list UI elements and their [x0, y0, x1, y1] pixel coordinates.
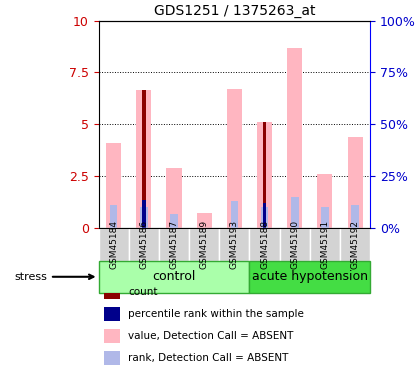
- Bar: [291, 197, 299, 228]
- FancyBboxPatch shape: [280, 228, 310, 261]
- Text: rank, Detection Call = ABSENT: rank, Detection Call = ABSENT: [129, 352, 289, 363]
- Text: percentile rank within the sample: percentile rank within the sample: [129, 309, 304, 319]
- FancyBboxPatch shape: [129, 228, 159, 261]
- Text: GSM45191: GSM45191: [320, 220, 329, 269]
- Text: control: control: [152, 270, 196, 283]
- Bar: [197, 213, 212, 228]
- Text: stress: stress: [14, 272, 93, 282]
- Bar: [287, 48, 302, 228]
- FancyBboxPatch shape: [99, 228, 129, 261]
- Bar: [262, 203, 266, 228]
- Text: count: count: [129, 287, 158, 297]
- Text: GSM45192: GSM45192: [351, 220, 360, 269]
- Bar: [136, 90, 151, 228]
- Bar: [166, 168, 181, 228]
- FancyBboxPatch shape: [159, 228, 189, 261]
- Bar: [261, 207, 268, 228]
- Bar: [318, 174, 333, 228]
- Bar: [110, 205, 118, 228]
- Bar: [231, 201, 238, 228]
- Bar: [140, 207, 147, 228]
- Bar: [348, 137, 363, 228]
- Bar: [262, 122, 266, 228]
- FancyBboxPatch shape: [219, 228, 249, 261]
- FancyBboxPatch shape: [249, 261, 370, 293]
- Bar: [106, 143, 121, 228]
- Text: value, Detection Call = ABSENT: value, Detection Call = ABSENT: [129, 331, 294, 341]
- Bar: [142, 200, 146, 228]
- Text: GSM45189: GSM45189: [200, 220, 209, 269]
- Title: GDS1251 / 1375263_at: GDS1251 / 1375263_at: [154, 4, 315, 18]
- FancyBboxPatch shape: [340, 228, 370, 261]
- Text: GSM45184: GSM45184: [109, 220, 118, 269]
- Bar: [142, 90, 146, 228]
- Text: GSM45190: GSM45190: [290, 220, 299, 269]
- FancyBboxPatch shape: [189, 228, 219, 261]
- Bar: [104, 285, 120, 299]
- Bar: [104, 351, 120, 364]
- FancyBboxPatch shape: [310, 228, 340, 261]
- Text: GSM45193: GSM45193: [230, 220, 239, 269]
- Bar: [104, 329, 120, 343]
- FancyBboxPatch shape: [99, 261, 249, 293]
- Bar: [170, 214, 178, 228]
- Bar: [352, 205, 359, 228]
- Bar: [227, 89, 242, 228]
- Text: acute hypotension: acute hypotension: [252, 270, 368, 283]
- Text: GSM45188: GSM45188: [260, 220, 269, 269]
- FancyBboxPatch shape: [249, 228, 280, 261]
- Bar: [257, 122, 272, 228]
- Text: GSM45187: GSM45187: [170, 220, 178, 269]
- Bar: [104, 307, 120, 321]
- Text: GSM45186: GSM45186: [139, 220, 148, 269]
- Bar: [321, 207, 329, 228]
